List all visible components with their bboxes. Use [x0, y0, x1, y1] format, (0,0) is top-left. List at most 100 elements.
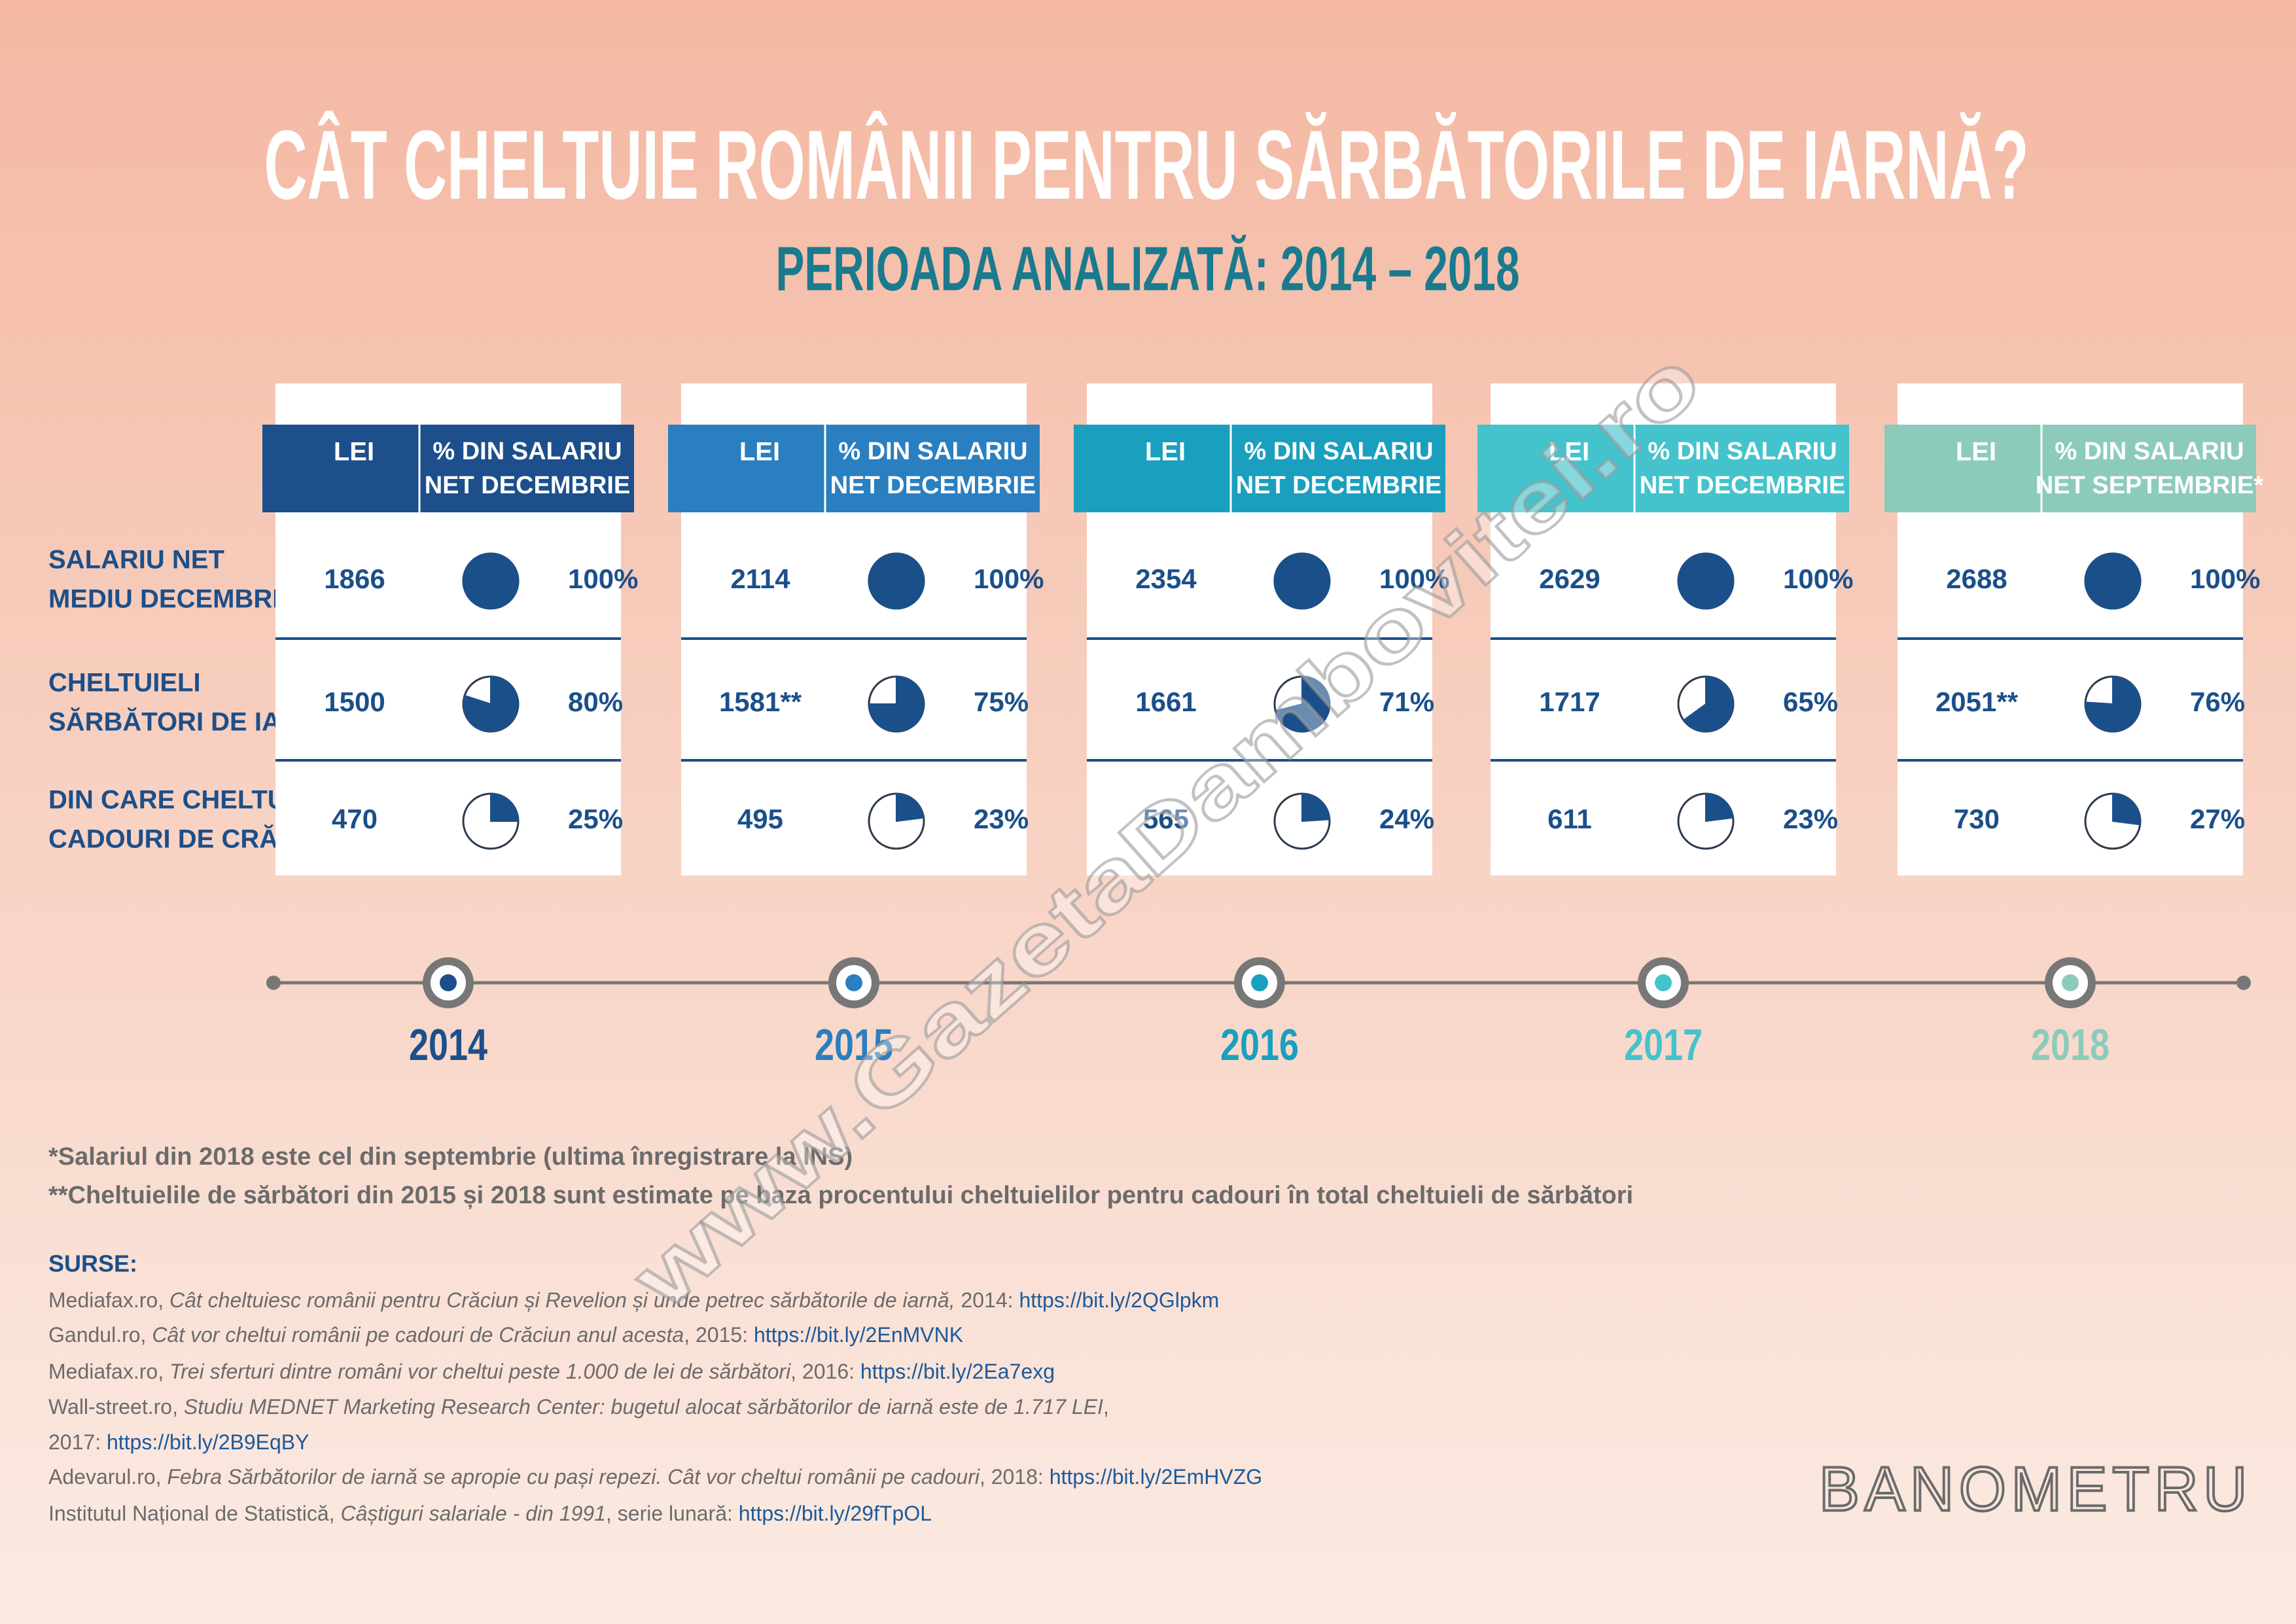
- pie-slice: [2112, 792, 2141, 826]
- source-text: Câștiguri salariale - din 1991: [340, 1502, 606, 1525]
- header-label: NET DECEMBRIE: [830, 472, 1036, 499]
- sources-heading: SURSE:: [48, 1250, 137, 1277]
- year-label: 2014: [409, 1020, 487, 1070]
- lei-value: 1661: [1135, 686, 1196, 717]
- source-link: https://bit.ly/2B9EqBY: [107, 1430, 309, 1454]
- title: CÂT CHELTUIE ROMÂNII PENTRU SĂRBĂTORILE …: [264, 110, 2029, 220]
- pie-slice: [1682, 675, 1734, 732]
- lei-value: 1500: [324, 686, 385, 717]
- pct-label: 65%: [1783, 686, 1838, 717]
- lei-value: 2688: [1946, 563, 2007, 594]
- lei-value: 565: [1143, 803, 1189, 834]
- header-label: % DIN SALARIU: [1244, 438, 1433, 465]
- source-link: https://bit.ly/2EmHVZG: [1050, 1465, 1262, 1489]
- pie-slice: [1705, 792, 1734, 822]
- source-text: Mediafax.ro,: [48, 1360, 169, 1383]
- lei-value: 2629: [1539, 563, 1600, 594]
- timeline-dot: [440, 974, 457, 991]
- source-line: Adevarul.ro, Febra Sărbătorilor de iarnă…: [48, 1465, 1262, 1489]
- source-text: Institutul Național de Statistică,: [48, 1502, 340, 1525]
- lei-value: 1581**: [719, 686, 802, 717]
- pie-slice: [1273, 552, 1331, 610]
- source-line: Gandul.ro, Cât vor cheltui românii pe ca…: [48, 1323, 963, 1347]
- header-label: NET SEPTEMBRIE*: [2036, 472, 2264, 499]
- card-header: [1477, 425, 1849, 512]
- pct-label: 23%: [1783, 803, 1838, 834]
- pct-label: 27%: [2190, 803, 2245, 834]
- lei-value: 1717: [1539, 686, 1600, 717]
- source-text: Cât vor cheltui românii pe cadouri de Cr…: [152, 1323, 684, 1347]
- pct-label: 100%: [2190, 563, 2260, 594]
- row-label: SALARIU NET: [48, 546, 224, 574]
- pct-label: 80%: [568, 686, 623, 717]
- pct-label: 76%: [2190, 686, 2245, 717]
- source-text: Studiu MEDNET Marketing Research Center:…: [184, 1395, 1103, 1419]
- pie-slice: [868, 552, 925, 610]
- header-label: NET DECEMBRIE: [425, 472, 631, 499]
- row-label: MEDIU DECEMBRIE: [48, 585, 297, 614]
- source-line: Institutul Național de Statistică, Câști…: [48, 1502, 932, 1525]
- source-text: Cât cheltuiesc românii pentru Crăciun și…: [169, 1288, 955, 1312]
- year-label: 2018: [2031, 1020, 2110, 1070]
- source-text: Wall-street.ro,: [48, 1395, 184, 1419]
- header-label: LEI: [739, 438, 780, 467]
- timeline-end: [266, 976, 281, 990]
- header-label: LEI: [1956, 438, 1996, 467]
- subtitle: PERIOADA ANALIZATĂ: 2014 – 2018: [776, 234, 1520, 304]
- pct-label: 100%: [568, 563, 638, 594]
- pie-slice: [896, 792, 925, 822]
- timeline-dot: [845, 974, 862, 991]
- pct-label: 100%: [974, 563, 1044, 594]
- lei-value: 2051**: [1935, 686, 2019, 717]
- timeline-dot: [2062, 974, 2079, 991]
- card-header: [668, 425, 1040, 512]
- source-text: ,: [1103, 1395, 1109, 1419]
- lei-value: 495: [737, 803, 783, 834]
- pie-slice: [2084, 552, 2142, 610]
- source-line: Mediafax.ro, Cât cheltuiesc românii pent…: [48, 1288, 1219, 1312]
- source-text: 2014:: [955, 1288, 1019, 1312]
- source-line: Wall-street.ro, Studiu MEDNET Marketing …: [48, 1395, 1109, 1419]
- pct-label: 75%: [974, 686, 1029, 717]
- source-link: https://bit.ly/2QGlpkm: [1019, 1288, 1219, 1312]
- pie-slice: [2085, 675, 2141, 732]
- source-text: Adevarul.ro,: [48, 1465, 167, 1489]
- header-label: LEI: [1145, 438, 1186, 467]
- source-text: , 2016:: [790, 1360, 860, 1383]
- logo: BANOMETRU: [1819, 1454, 2252, 1524]
- source-line: Mediafax.ro, Trei sferturi dintre români…: [48, 1360, 1055, 1383]
- source-link: https://bit.ly/2EnMVNK: [754, 1323, 963, 1347]
- lei-value: 730: [1954, 803, 2000, 834]
- lei-value: 2354: [1135, 563, 1197, 594]
- source-text: Mediafax.ro,: [48, 1288, 169, 1312]
- timeline-dot: [1655, 974, 1672, 991]
- card-header: [1074, 425, 1445, 512]
- lei-value: 1866: [324, 563, 385, 594]
- header-label: LEI: [334, 438, 374, 467]
- source-text: Febra Sărbătorilor de iarnă se apropie c…: [167, 1465, 980, 1489]
- header-label: % DIN SALARIU: [838, 438, 1027, 465]
- source-text: , serie lunară:: [606, 1502, 739, 1525]
- pct-label: 23%: [974, 803, 1029, 834]
- source-text: Gandul.ro,: [48, 1323, 152, 1347]
- pct-label: 24%: [1379, 803, 1434, 834]
- year-label: 2017: [1624, 1020, 1703, 1070]
- pie-slice: [1275, 675, 1330, 732]
- pie-slice: [868, 675, 925, 732]
- source-text: , 2015:: [684, 1323, 754, 1347]
- header-label: % DIN SALARIU: [2055, 438, 2244, 465]
- timeline-dot: [1251, 974, 1268, 991]
- pie-slice: [463, 675, 519, 732]
- lei-value: 470: [332, 803, 378, 834]
- header-label: NET DECEMBRIE: [1640, 472, 1846, 499]
- year-label: 2015: [815, 1020, 893, 1070]
- source-text: , 2018:: [980, 1465, 1050, 1489]
- footnote: *Salariul din 2018 este cel din septembr…: [48, 1143, 853, 1171]
- pie-slice: [1301, 792, 1330, 822]
- source-link: https://bit.ly/2Ea7exg: [860, 1360, 1055, 1383]
- row-label: CHELTUIELI: [48, 669, 201, 697]
- card-header: [1884, 425, 2256, 512]
- header-label: % DIN SALARIU: [433, 438, 622, 465]
- pie-slice: [462, 552, 520, 610]
- card-header: [262, 425, 634, 512]
